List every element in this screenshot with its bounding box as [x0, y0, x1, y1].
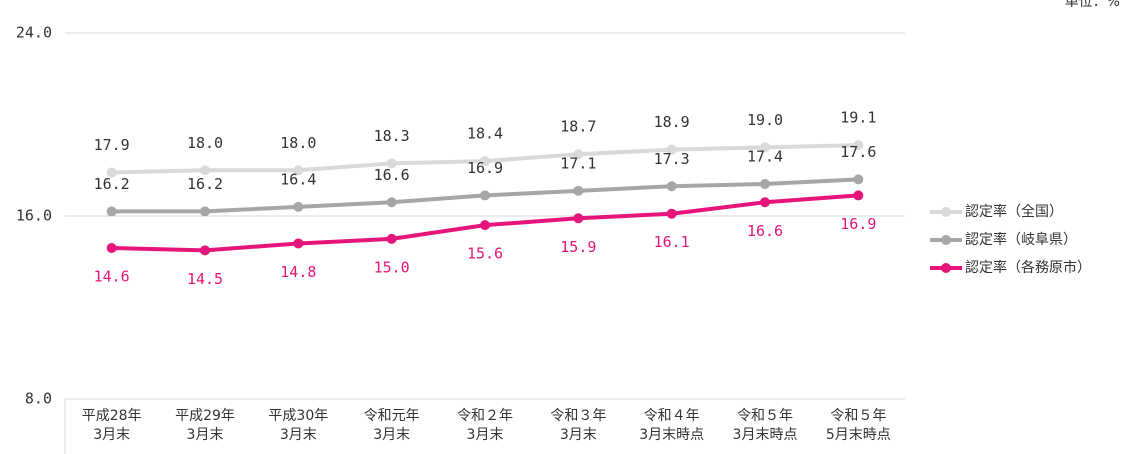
data-point	[760, 197, 770, 208]
data-point	[573, 213, 584, 224]
data-point	[480, 156, 490, 167]
data-label: 18.3	[374, 127, 410, 145]
data-point	[386, 158, 397, 169]
data-point	[200, 206, 210, 217]
data-point	[293, 238, 304, 249]
data-point	[760, 142, 770, 153]
data-label: 16.6	[747, 222, 783, 240]
data-label: 14.8	[280, 263, 316, 281]
x-tick-label: 令和２年 3月末	[457, 408, 513, 443]
data-point	[666, 181, 677, 192]
data-label: 16.9	[840, 215, 876, 233]
data-point	[666, 144, 677, 155]
y-tick-label: 8.0	[25, 390, 52, 408]
unit-note: 単位：%	[1065, 0, 1120, 10]
legend-marker	[941, 207, 951, 217]
data-label: 18.0	[280, 134, 316, 152]
data-label: 17.6	[840, 143, 876, 161]
data-point	[293, 165, 304, 176]
data-label: 17.4	[747, 147, 783, 165]
data-label: 17.9	[94, 136, 130, 154]
legend-marker	[941, 263, 951, 273]
data-label: 16.9	[467, 159, 503, 177]
x-tick-label: 令和元年 3月末	[364, 408, 420, 443]
data-label: 14.6	[94, 268, 130, 286]
data-label: 16.4	[280, 170, 316, 188]
y-tick-label: 16.0	[16, 207, 52, 225]
data-label: 16.6	[374, 166, 410, 184]
data-point	[106, 167, 117, 178]
data-label: 17.1	[560, 154, 596, 172]
legend-marker	[941, 235, 951, 245]
data-point	[573, 185, 584, 196]
data-label: 19.1	[840, 109, 876, 127]
data-label: 15.0	[374, 258, 410, 276]
legend-label: 認定率（岐阜県）	[965, 231, 1077, 248]
data-point	[200, 245, 210, 256]
x-tick-label: 令和５年 3月末時点	[733, 408, 798, 443]
data-label: 18.4	[467, 125, 503, 143]
data-point	[760, 178, 770, 189]
y-tick-label: 24.0	[16, 24, 52, 42]
data-label: 16.1	[654, 233, 690, 251]
data-point	[480, 190, 490, 201]
data-label: 18.0	[187, 134, 223, 152]
data-label: 18.9	[654, 113, 690, 131]
data-label: 14.5	[187, 270, 223, 288]
x-tick-label: 平成28年 3月末	[82, 408, 142, 443]
data-label: 16.2	[187, 175, 223, 193]
data-point	[106, 206, 117, 217]
data-label: 16.2	[94, 175, 130, 193]
data-point	[106, 243, 117, 254]
x-tick-label: 平成30年 3月末	[268, 408, 328, 443]
legend-label: 認定率（全国）	[965, 203, 1063, 220]
data-point	[853, 174, 864, 185]
data-point	[853, 140, 864, 151]
data-point	[573, 149, 584, 160]
data-label: 15.9	[560, 238, 596, 256]
data-label: 19.0	[747, 111, 783, 129]
x-tick-label: 令和３年 3月末	[550, 408, 606, 443]
x-tick-label: 令和４年 3月末時点	[639, 408, 704, 443]
data-label: 18.7	[560, 118, 596, 136]
x-tick-label: 令和５年 5月末時点	[826, 408, 891, 443]
data-point	[293, 201, 304, 212]
data-point	[200, 165, 210, 176]
data-point	[386, 233, 397, 244]
data-point	[666, 208, 677, 219]
data-point	[853, 190, 864, 201]
data-point	[480, 220, 490, 231]
legend-label: 認定率（各務原市）	[965, 259, 1091, 276]
data-label: 17.3	[654, 150, 690, 168]
data-point	[386, 197, 397, 208]
x-tick-label: 平成29年 3月末	[175, 408, 235, 443]
data-label: 15.6	[467, 245, 503, 263]
